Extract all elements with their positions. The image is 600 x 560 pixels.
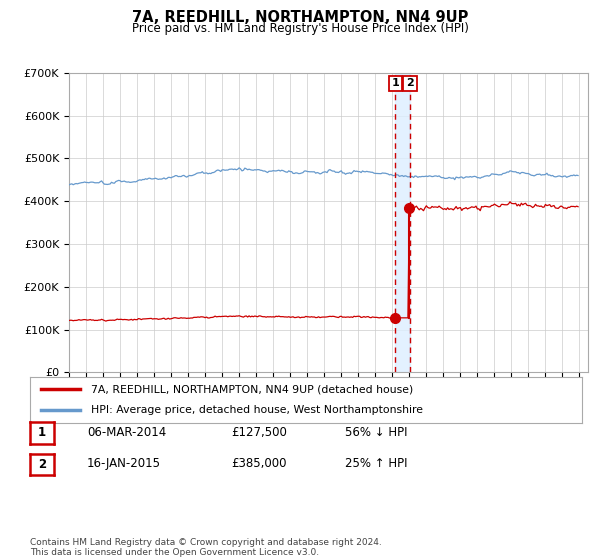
Text: 7A, REEDHILL, NORTHAMPTON, NN4 9UP: 7A, REEDHILL, NORTHAMPTON, NN4 9UP: [132, 10, 468, 25]
Text: 1: 1: [38, 426, 46, 440]
Text: £127,500: £127,500: [231, 426, 287, 439]
Text: 16-JAN-2015: 16-JAN-2015: [87, 457, 161, 470]
Text: Contains HM Land Registry data © Crown copyright and database right 2024.
This d: Contains HM Land Registry data © Crown c…: [30, 538, 382, 557]
Text: 25% ↑ HPI: 25% ↑ HPI: [345, 457, 407, 470]
Text: 7A, REEDHILL, NORTHAMPTON, NN4 9UP (detached house): 7A, REEDHILL, NORTHAMPTON, NN4 9UP (deta…: [91, 384, 413, 394]
Text: HPI: Average price, detached house, West Northamptonshire: HPI: Average price, detached house, West…: [91, 405, 423, 416]
Bar: [395, 73, 410, 372]
Text: 2: 2: [38, 458, 46, 471]
Text: 06-MAR-2014: 06-MAR-2014: [87, 426, 166, 439]
Text: 56% ↓ HPI: 56% ↓ HPI: [345, 426, 407, 439]
Text: 1: 1: [391, 78, 399, 88]
Text: £385,000: £385,000: [231, 457, 287, 470]
Text: Price paid vs. HM Land Registry's House Price Index (HPI): Price paid vs. HM Land Registry's House …: [131, 22, 469, 35]
Text: 2: 2: [406, 78, 414, 88]
